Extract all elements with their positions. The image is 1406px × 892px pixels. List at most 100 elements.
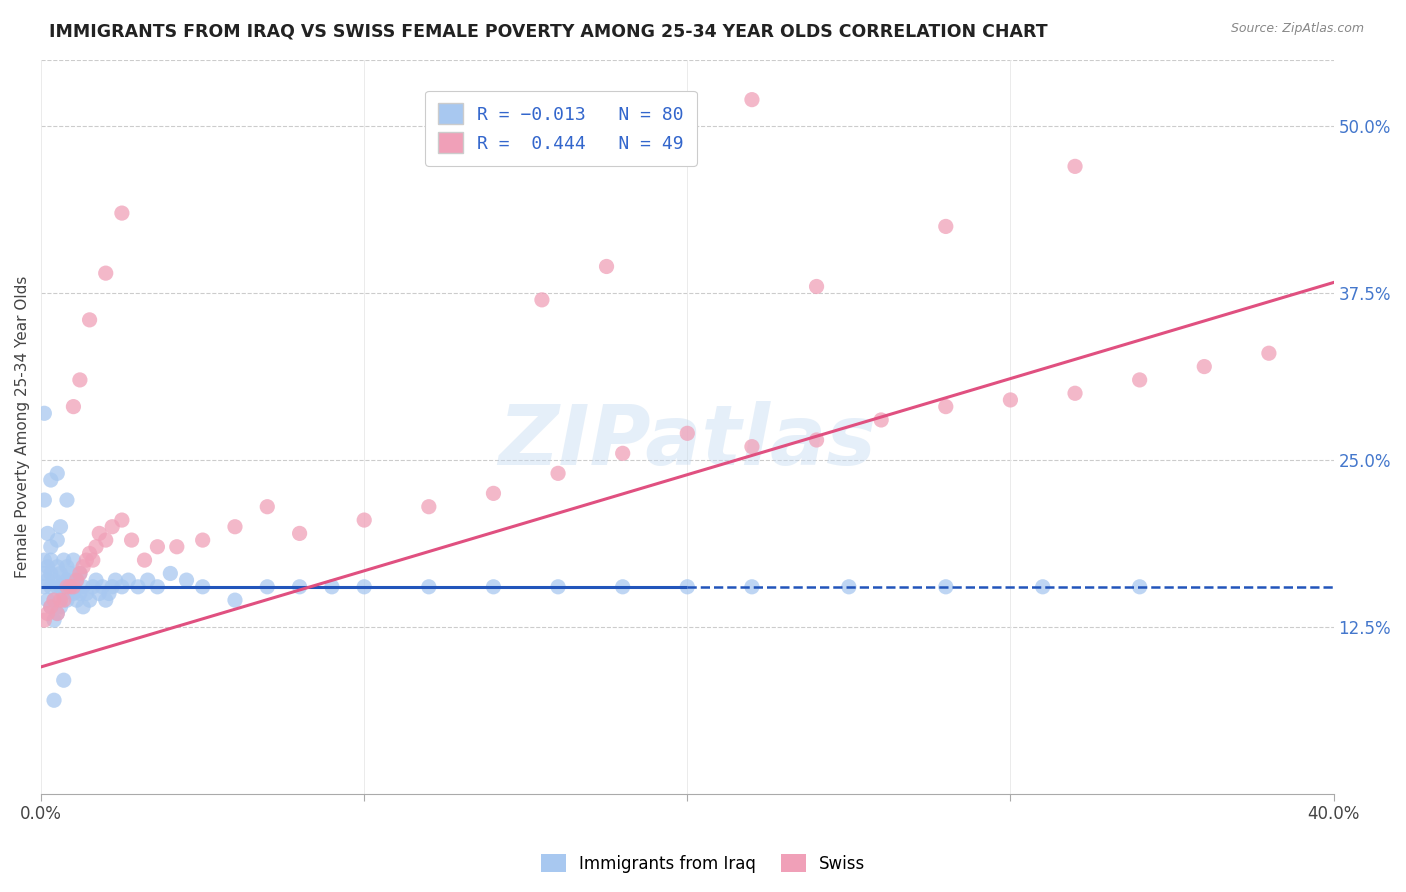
Point: [94, 593, 117, 607]
Point: [34, 493, 56, 508]
Point: [49, 599, 72, 614]
Point: [806, 433, 828, 447]
Point: [1032, 580, 1054, 594]
Point: [547, 467, 569, 481]
Point: [806, 279, 828, 293]
Point: [935, 400, 957, 414]
Point: [741, 580, 763, 594]
Point: [34, 406, 56, 420]
Legend: R = −0.013   N = 80, R =  0.444   N = 49: R = −0.013 N = 80, R = 0.444 N = 49: [425, 91, 696, 166]
Point: [46, 467, 69, 481]
Point: [39, 473, 62, 487]
Point: [79, 593, 101, 607]
Point: [49, 566, 72, 581]
Point: [1064, 386, 1087, 401]
Point: [59, 580, 82, 594]
Point: [321, 580, 343, 594]
Point: [94, 266, 117, 280]
Point: [59, 566, 82, 581]
Point: [84, 573, 107, 587]
Point: [39, 599, 62, 614]
Point: [176, 573, 198, 587]
Point: [69, 566, 91, 581]
Point: [66, 593, 89, 607]
Point: [46, 607, 69, 621]
Point: [52, 673, 75, 688]
Point: [49, 520, 72, 534]
Point: [39, 553, 62, 567]
Point: [52, 586, 75, 600]
Point: [39, 599, 62, 614]
Point: [39, 566, 62, 581]
Point: [79, 313, 101, 327]
Point: [37, 607, 59, 621]
Point: [42, 593, 65, 607]
Point: [62, 586, 84, 600]
Point: [166, 540, 188, 554]
Point: [288, 526, 311, 541]
Point: [741, 93, 763, 107]
Point: [75, 586, 97, 600]
Point: [111, 513, 134, 527]
Legend: Immigrants from Iraq, Swiss: Immigrants from Iraq, Swiss: [534, 847, 872, 880]
Point: [56, 559, 79, 574]
Point: [84, 540, 107, 554]
Point: [34, 566, 56, 581]
Point: [1194, 359, 1216, 374]
Point: [1257, 346, 1279, 360]
Point: [224, 520, 246, 534]
Point: [191, 533, 214, 547]
Point: [595, 260, 617, 274]
Point: [482, 580, 505, 594]
Point: [530, 293, 553, 307]
Point: [66, 573, 89, 587]
Point: [34, 613, 56, 627]
Point: [838, 580, 860, 594]
Point: [1129, 373, 1152, 387]
Point: [72, 580, 94, 594]
Point: [1064, 160, 1087, 174]
Point: [256, 500, 278, 514]
Point: [56, 573, 79, 587]
Text: ZIPatlas: ZIPatlas: [498, 401, 876, 482]
Point: [89, 586, 111, 600]
Point: [56, 493, 79, 508]
Point: [101, 580, 124, 594]
Point: [46, 580, 69, 594]
Point: [79, 546, 101, 560]
Point: [82, 553, 104, 567]
Point: [37, 526, 59, 541]
Point: [224, 593, 246, 607]
Point: [62, 580, 84, 594]
Point: [104, 573, 127, 587]
Point: [62, 573, 84, 587]
Point: [676, 580, 699, 594]
Point: [935, 580, 957, 594]
Point: [42, 573, 65, 587]
Point: [935, 219, 957, 234]
Point: [146, 540, 169, 554]
Point: [56, 580, 79, 594]
Point: [75, 553, 97, 567]
Point: [127, 580, 149, 594]
Point: [66, 573, 89, 587]
Point: [256, 580, 278, 594]
Point: [52, 593, 75, 607]
Point: [117, 573, 139, 587]
Point: [72, 599, 94, 614]
Point: [37, 593, 59, 607]
Point: [288, 580, 311, 594]
Point: [39, 580, 62, 594]
Point: [418, 500, 440, 514]
Point: [353, 580, 375, 594]
Point: [418, 580, 440, 594]
Point: [741, 440, 763, 454]
Point: [34, 553, 56, 567]
Point: [52, 573, 75, 587]
Point: [111, 206, 134, 220]
Point: [46, 559, 69, 574]
Point: [111, 580, 134, 594]
Point: [56, 593, 79, 607]
Point: [46, 533, 69, 547]
Point: [353, 513, 375, 527]
